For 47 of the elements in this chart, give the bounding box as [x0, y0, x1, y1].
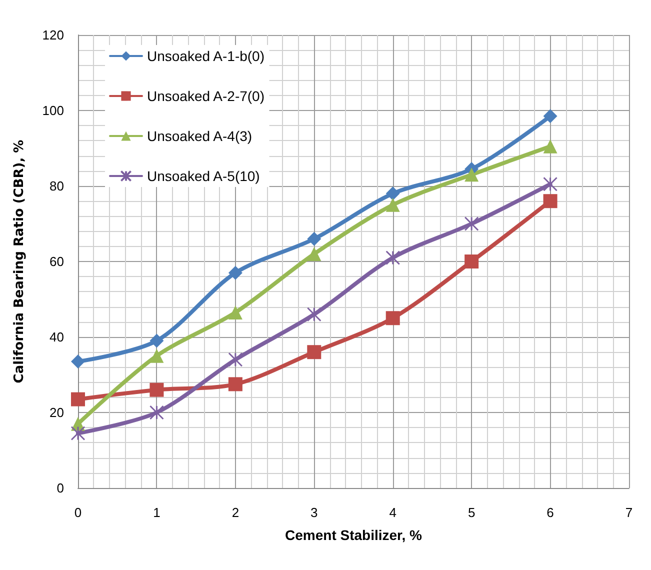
x-tick-label: 0	[74, 505, 82, 520]
point	[70, 426, 86, 441]
y-tick-label: 80	[50, 178, 64, 194]
y-tick-label: 40	[50, 330, 64, 344]
point	[149, 405, 164, 420]
point	[543, 109, 558, 124]
point	[543, 139, 558, 154]
point	[228, 266, 242, 280]
point	[464, 216, 479, 231]
point	[464, 168, 479, 182]
y-axis-title: California Bearing Ratio (CBR), %	[12, 140, 27, 384]
x-tick-label: 1	[153, 505, 160, 520]
legend-label: Unsoaked A-5(10)	[147, 168, 260, 184]
legend-label: Unsoaked A-4(3)	[147, 128, 252, 144]
point	[464, 254, 479, 268]
x-tick-label: 6	[546, 505, 554, 520]
x-tick-label: 5	[468, 505, 476, 520]
y-tick-label: 60	[50, 254, 64, 269]
y-tick-label: 100	[42, 103, 64, 118]
point	[150, 334, 164, 348]
point	[386, 198, 400, 212]
y-tick-label: 20	[50, 405, 64, 420]
x-tick-label: 3	[310, 505, 318, 520]
x-tick-label: 2	[232, 505, 240, 520]
point	[386, 250, 400, 265]
legend-label: Unsoaked A-1-b(0)	[147, 48, 265, 64]
point	[228, 352, 243, 367]
legend-label: Unsoaked A-2-7(0)	[147, 88, 265, 104]
point	[543, 176, 558, 192]
x-tick-label: 4	[389, 505, 396, 520]
point	[150, 382, 164, 397]
point	[543, 194, 558, 208]
x-axis-title: Cement Stabilizer, %	[285, 527, 423, 543]
point	[386, 311, 400, 326]
y-tick-label: 120	[42, 28, 64, 42]
x-tick-label: 7	[625, 505, 633, 520]
point	[150, 348, 164, 363]
point	[228, 377, 242, 392]
point	[71, 392, 85, 406]
point	[307, 246, 322, 261]
y-tick-label: 0	[56, 480, 64, 496]
point	[307, 345, 322, 360]
point	[307, 232, 322, 246]
point	[228, 305, 242, 320]
point	[306, 307, 322, 322]
point	[71, 354, 85, 369]
point	[386, 186, 400, 201]
